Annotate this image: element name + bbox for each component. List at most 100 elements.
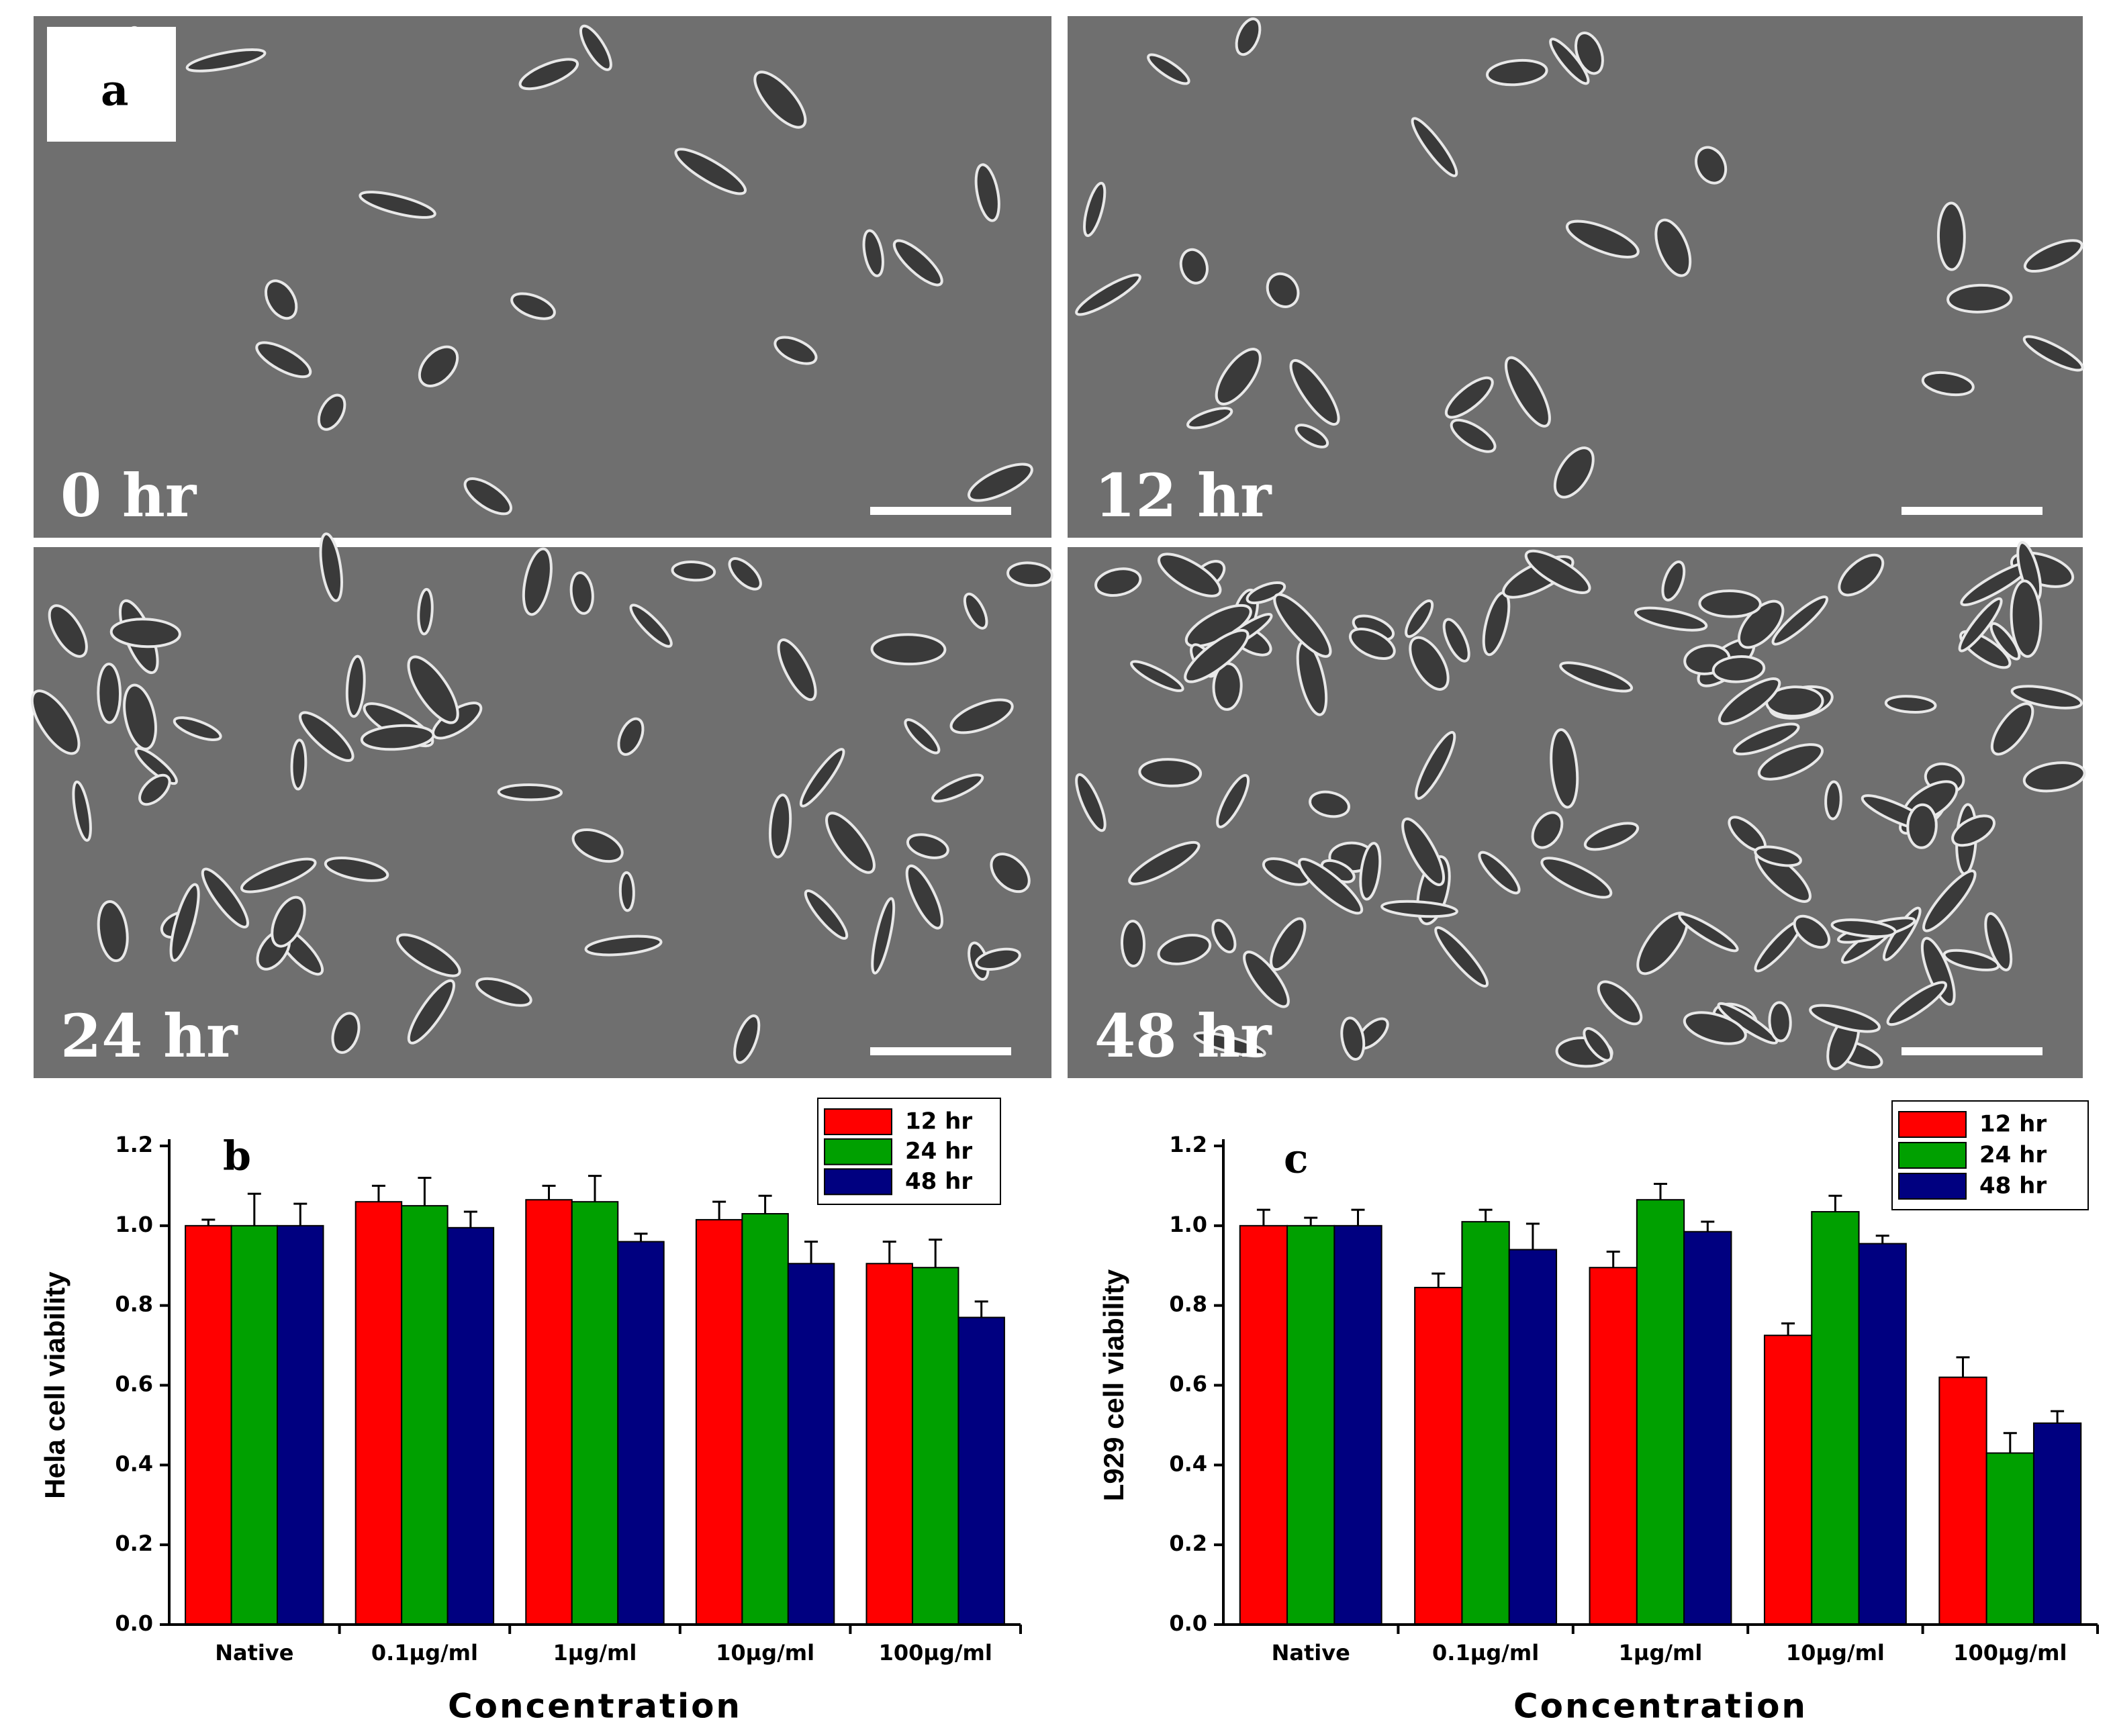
error-bar: [1256, 1208, 1270, 1226]
cell: [1158, 552, 1222, 597]
cell: [1266, 272, 1300, 308]
panel-label-box: [47, 27, 176, 142]
legend-swatch: [824, 1168, 892, 1196]
bar: [741, 1213, 789, 1625]
cell: [1147, 53, 1190, 85]
bar: [617, 1241, 665, 1625]
cell: [418, 345, 459, 387]
cell: [1583, 1027, 1613, 1062]
cell: [497, 783, 563, 802]
cell: [974, 163, 1000, 222]
cell: [290, 738, 308, 791]
cell: [1958, 597, 2003, 653]
bar: [1461, 1220, 1510, 1626]
x-tick-label: 10µg/ml: [716, 1640, 814, 1666]
cell: [990, 853, 1031, 894]
bar: [787, 1263, 835, 1625]
cell: [1246, 581, 1286, 605]
image-label: 0 hr: [60, 461, 197, 530]
cell: [2023, 239, 2083, 273]
cell: [1549, 38, 1590, 85]
image-label: 48 hr: [1094, 1001, 1272, 1071]
y-tick-label: 0.6: [1169, 1371, 1207, 1397]
y-tick-label: 1.0: [1169, 1212, 1207, 1237]
x-tick-label: Native: [1272, 1640, 1350, 1666]
cell: [463, 477, 512, 516]
bar: [1938, 1376, 1987, 1626]
error-bar: [542, 1184, 556, 1200]
cell: [1450, 418, 1497, 453]
cell: [1838, 553, 1885, 597]
error-bar: [1875, 1235, 1889, 1244]
y-tick-label: 0.6: [115, 1371, 153, 1397]
cell: [1138, 758, 1203, 787]
error-bar: [882, 1241, 896, 1264]
cell: [1405, 599, 1434, 638]
bar: [277, 1224, 324, 1626]
error-bar: [1606, 1250, 1620, 1268]
cell: [1698, 589, 1762, 618]
y-tick-label: 0.0: [1169, 1610, 1207, 1636]
cell: [1984, 912, 2013, 971]
cell: [1906, 803, 1938, 849]
cell: [109, 618, 181, 648]
cell: [1695, 146, 1728, 185]
error-bar: [1351, 1208, 1365, 1226]
legend-swatch: [1898, 1142, 1967, 1169]
cell: [1559, 661, 1634, 693]
cell: [777, 638, 817, 702]
cell: [1951, 814, 1995, 847]
y-tick-label: 0.0: [115, 1610, 153, 1636]
y-axis-title: L929 cell viability: [1098, 1269, 1129, 1501]
cell: [1946, 283, 2013, 314]
cell: [1186, 407, 1233, 430]
cell: [475, 977, 532, 1007]
bar: [1333, 1224, 1382, 1626]
cell: [862, 229, 884, 277]
legend-label: 24 hr: [905, 1138, 972, 1165]
x-tick-label: 1µg/ml: [553, 1640, 637, 1666]
cell: [1922, 869, 1977, 932]
cell: [2010, 579, 2042, 658]
cell: [753, 70, 807, 129]
error-bar: [1654, 1182, 1667, 1200]
legend-label: 12 hr: [1979, 1111, 2047, 1138]
cell: [1216, 773, 1250, 828]
cell: [1415, 730, 1456, 800]
cell: [1824, 780, 1842, 820]
cell: [522, 547, 553, 616]
y-tick-label: 1.0: [115, 1212, 153, 1237]
error-bar: [1304, 1216, 1318, 1226]
cell: [255, 341, 312, 379]
cell: [1289, 359, 1340, 426]
error-bar: [588, 1175, 602, 1202]
cell: [317, 393, 346, 431]
cell: [396, 933, 461, 977]
x-tick-label: 10µg/ml: [1786, 1640, 1885, 1666]
cell: [825, 812, 876, 874]
bar: [1763, 1335, 1813, 1625]
bar: [355, 1201, 403, 1625]
bar: [911, 1267, 959, 1625]
cell: [1235, 17, 1262, 56]
cell: [931, 773, 984, 803]
cell: [674, 148, 747, 195]
cell: [1179, 248, 1209, 285]
error-bar: [804, 1241, 818, 1264]
cell: [1990, 702, 2034, 756]
error-bar: [418, 1177, 432, 1206]
cell: [1128, 840, 1201, 885]
error-bar: [1478, 1208, 1493, 1222]
cell: [1295, 424, 1329, 448]
cell: [1768, 1001, 1792, 1043]
cell: [1348, 628, 1396, 661]
error-bar: [463, 1210, 477, 1228]
cell: [185, 48, 267, 73]
error-bar: [1781, 1322, 1795, 1336]
cell: [173, 716, 222, 742]
cell: [345, 655, 366, 718]
cell: [1401, 817, 1446, 886]
cell: [671, 561, 716, 582]
cell: [1478, 851, 1521, 895]
error-bar: [712, 1200, 726, 1220]
